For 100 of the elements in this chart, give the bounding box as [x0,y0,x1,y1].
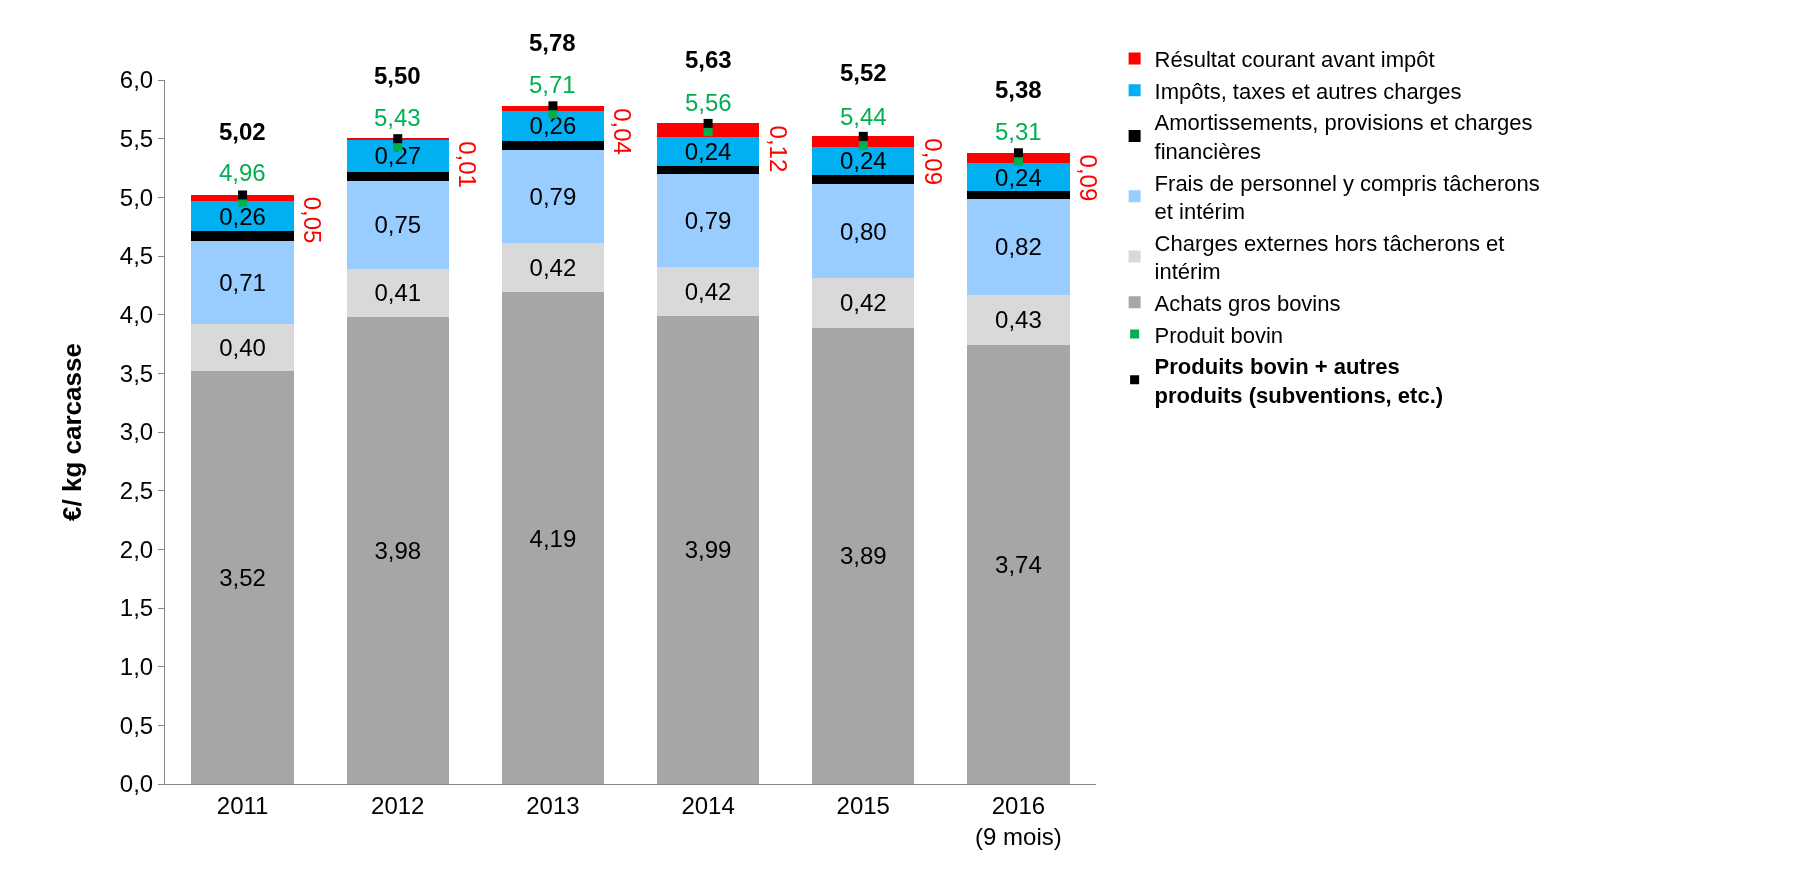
data-label: 0,41 [374,279,422,307]
y-tick-label: 6,0 [119,66,154,94]
bar [346,180,449,269]
data-label: 0,42 [839,289,887,317]
data-label: 0,79 [529,183,577,211]
data-label: 0,05 [299,196,327,244]
data-label: 0,26 [219,202,266,230]
bar [967,294,1070,346]
x-tick-label: 2015 [836,791,890,819]
data-label: 0,43 [995,306,1042,334]
data-label: 0,42 [684,277,732,305]
y-tick-label: 0,5 [119,711,154,739]
bar [656,315,760,784]
data-label: 0,79 [684,206,732,234]
bar [501,292,605,784]
bar [501,141,605,151]
data-label: 4,96 [219,159,266,186]
data-label: 5,44 [840,103,887,130]
bar [656,137,760,166]
data-label: 0,09 [920,138,948,186]
data-label: 3,89 [839,542,887,570]
data-label: 0,42 [529,254,577,282]
data-label: 0,24 [684,138,732,166]
legend-label: Achats gros bovins [1154,290,1341,316]
y-tick-label: 1,5 [119,594,154,622]
bar [501,150,605,244]
data-label: 4,19 [529,524,577,552]
y-tick-label: 3,0 [119,418,154,446]
data-label: 5,31 [995,118,1042,145]
y-axis-title: €/ kg carcasse [57,343,88,521]
x-tick-label: 2014 [681,791,735,819]
data-label: 0,12 [765,125,793,173]
bar [656,266,760,316]
bar [191,240,294,325]
y-tick-label: 2,5 [119,477,154,505]
bar [656,173,760,267]
y-tick-label: 0,0 [119,770,154,798]
data-label: 0,26 [529,112,577,140]
x-tick-label: 2011 [216,791,269,819]
y-tick-label: 5,5 [119,125,154,153]
bar [191,370,294,784]
data-label: 0,40 [219,334,266,362]
bar [812,175,915,185]
data-label: 0,82 [995,233,1042,261]
bar [656,165,760,174]
data-label: 5,78 [529,29,576,56]
data-label: 3,74 [995,551,1042,579]
data-label: 0,24 [839,147,887,175]
data-label: 5,56 [685,89,732,116]
data-label: 5,50 [374,62,421,89]
x-tick-label: 2013 [526,791,580,819]
data-label: 5,02 [219,118,266,145]
bar [346,171,449,181]
bar [191,194,294,201]
y-tick-label: 5,0 [119,183,154,211]
bar [812,184,915,279]
y-tick-label: 1,0 [119,653,154,681]
bar [346,317,449,784]
bar [967,198,1070,295]
data-label: 0,24 [995,163,1042,191]
bar [812,327,915,784]
data-label: 3,98 [374,537,422,565]
legend-label: Amortissements, provisions et charges financières [1154,110,1533,164]
y-tick-label: 4,0 [119,301,154,329]
data-label: 5,43 [374,104,421,131]
data-label: 3,99 [684,536,732,564]
data-label: 0,80 [839,217,887,245]
bar [191,231,294,241]
point [1013,148,1023,158]
point [858,131,868,141]
legend-label: Frais de personnel y compris tâcherons et intérim [1154,170,1540,225]
bar [967,345,1070,784]
point [238,190,248,200]
bar [346,139,449,172]
data-label: 0,71 [219,268,266,296]
bar [812,278,915,328]
bar [967,191,1070,199]
legend-label: Produit bovin [1154,322,1284,348]
data-label: 3,52 [219,563,266,591]
bar [501,243,605,293]
legend-label: Résultat courant avant impôt [1154,47,1435,73]
point [858,141,868,151]
y-tick-label: 4,5 [119,242,154,270]
data-label: 0,04 [609,108,637,155]
y-tick-label: 2,0 [119,535,154,563]
point [393,134,403,144]
bar [656,123,760,138]
y-tick-label: 3,5 [119,359,154,387]
legend-label: Impôts, taxes et autres charges [1154,78,1462,104]
bar [346,268,449,318]
data-label: 5,52 [840,59,887,86]
data-label: 0,09 [1074,154,1102,202]
data-label: 5,38 [995,76,1042,103]
data-label: 5,71 [529,71,576,98]
data-label: 0,01 [454,141,482,188]
x-tick-label: 2012 [371,791,425,819]
legend-label: Produits bovin + autres produits (subventions, etc.) [1154,354,1444,408]
x-tick-label: 2016 (9 mois) [975,791,1062,850]
legend-label: Charges externes hors tâcherons et intérim [1154,230,1505,285]
bar [191,324,294,371]
